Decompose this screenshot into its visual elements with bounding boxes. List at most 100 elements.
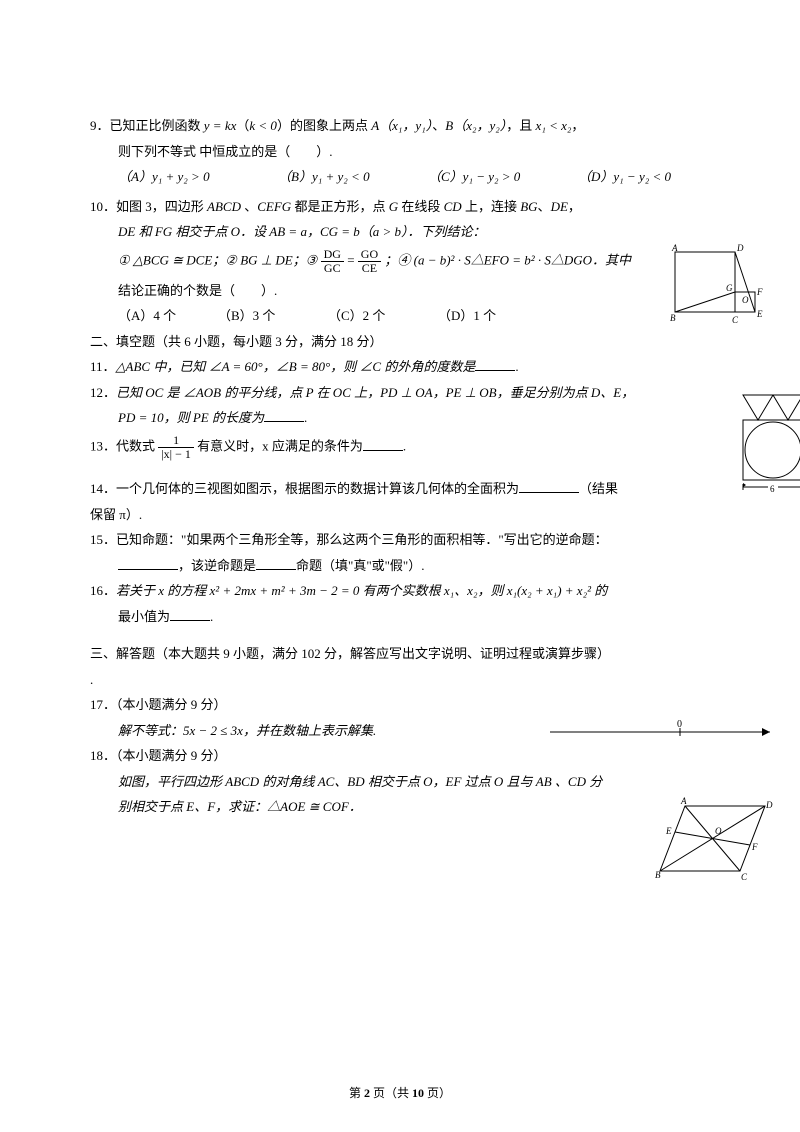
q10-opt-c: （C）2 个: [328, 306, 438, 326]
question-11: 11．△ABC 中，已知 ∠A = 60°，∠B = 80°，则 ∠C 的外角的…: [90, 357, 720, 377]
fig-O: O: [742, 295, 749, 305]
q10-fr1d: GC: [321, 262, 344, 275]
question-17: 17．（本小题满分 9 分） 解不等式：5x − 2 ≤ 3x，并在数轴上表示解…: [90, 695, 720, 740]
q18-l1: 如图，平行四边形 ABCD 的对角线 AC、BD 相交于点 O，EF 过点 O …: [118, 774, 602, 789]
q18-line1: 18．（本小题满分 9 分）: [90, 746, 720, 766]
q10-bg: BG: [520, 199, 537, 214]
q9-opt-a: （A）y₁ + y₂ > 0: [118, 167, 278, 187]
q9-ptB: B（x₂，y₂）: [445, 118, 506, 133]
q10-l3-2: ；④ (a − b)² · S△EFO = b² · S△DGO．其中: [384, 252, 631, 267]
q10-line1: 10．如图 3，四边形 ABCD 、CEFG 都是正方形，点 G 在线段 CD …: [90, 197, 720, 217]
q9-ptA: A（x₁，y₁）: [371, 118, 432, 133]
q16-line1: 16．若关于 x 的方程 x² + 2mx + m² + 3m − 2 = 0 …: [90, 581, 720, 601]
q18-h: （本小题满分 9 分）: [116, 748, 227, 763]
question-10: 10．如图 3，四边形 ABCD 、CEFG 都是正方形，点 G 在线段 CD …: [90, 197, 720, 326]
q10-frac2: GOCE: [358, 248, 381, 275]
q11-line: 11．△ABC 中，已知 ∠A = 60°，∠B = 80°，则 ∠C 的外角的…: [90, 357, 720, 377]
q10-cd: CD: [444, 199, 462, 214]
q13-t1: 代数式: [116, 439, 158, 454]
q10-l1b: 、: [241, 199, 257, 214]
q11-num: 11．: [90, 359, 116, 374]
q9-options: （A）y₁ + y₂ > 0 （B）y₁ + y₂ < 0 （C）y₁ − y₂…: [118, 167, 720, 187]
q10-opt-d: （D）1 个: [438, 306, 538, 326]
q15-line2: ，该逆命题是命题（填"真"或"假"）.: [90, 556, 720, 576]
q9-opt-d: （D）y₁ − y₂ < 0: [578, 167, 718, 187]
q9-eq3: x₁ < x₂: [536, 118, 572, 133]
q17-h: （本小题满分 9 分）: [116, 697, 227, 712]
fig-E: E: [756, 309, 763, 319]
q9-t3: ）的图象上两点: [277, 118, 371, 133]
fig-G: G: [726, 283, 733, 293]
q18-l2: 别相交于点 E、F，求证：△AOE ≅ COF．: [118, 799, 362, 814]
q12-num: 12．: [90, 385, 116, 400]
q13-n: 1: [158, 434, 194, 448]
q9-eq2: k < 0: [249, 118, 277, 133]
q18-figure: A D B C E F O: [655, 796, 775, 892]
q10-fr1n: DG: [321, 248, 344, 262]
q18-C: C: [741, 872, 748, 882]
q13-frac: 1|x| − 1: [158, 434, 194, 461]
q9-opt-c-text: （C）y₁ − y₂ > 0: [428, 169, 520, 184]
footer-e: 页）: [424, 1086, 451, 1100]
q11-end: .: [515, 359, 518, 374]
q10-eq: =: [347, 252, 358, 267]
page-footer: 第 2 页（共 10 页）: [0, 1084, 800, 1102]
q10-g: G: [389, 199, 398, 214]
q10-fr2n: GO: [358, 248, 381, 262]
q11-text: △ABC 中，已知 ∠A = 60°，∠B = 80°，则 ∠C 的外角的度数是: [116, 359, 476, 374]
q18-line3: 别相交于点 E、F，求证：△AOE ≅ COF．: [90, 797, 720, 817]
q9-line2: 则下列不等式 中恒成立的是（ ）.: [90, 142, 720, 162]
q17-line1: 17．（本小题满分 9 分）: [90, 695, 720, 715]
q16-num: 16．: [90, 583, 116, 598]
q10-abcd: ABCD: [207, 199, 241, 214]
section-3-header: 三、解答题（本大题共 9 小题，满分 102 分，解答应写出文字说明、证明过程或…: [90, 644, 720, 664]
q9-opt-a-text: （A）y₁ + y₂ > 0: [118, 169, 210, 184]
q15-l1: 已知命题："如果两个三角形全等，那么这两个三角形的面积相等．"写出它的逆命题：: [116, 532, 608, 547]
q13-d: |x| − 1: [158, 448, 194, 461]
q18-line2: 如图，平行四边形 ABCD 的对角线 AC、BD 相交于点 O，EF 过点 O …: [90, 772, 720, 792]
q9-t4: ，且: [506, 118, 535, 133]
question-15: 15．已知命题："如果两个三角形全等，那么这两个三角形的面积相等．"写出它的逆命…: [90, 530, 720, 575]
q15-blank1: [118, 557, 178, 570]
fig-C: C: [732, 315, 739, 325]
q10-l1a: 如图 3，四边形: [116, 199, 207, 214]
q16-blank: [170, 608, 210, 621]
q14-t2: （结果: [579, 481, 618, 496]
q9-opt-b-text: （B）y₁ + y₂ < 0: [278, 169, 370, 184]
q10-l1g: ，: [568, 199, 581, 214]
q9-opt-b: （B）y₁ + y₂ < 0: [278, 167, 428, 187]
q9-opt-d-text: （D）y₁ − y₂ < 0: [578, 169, 671, 184]
q17-num: 17．: [90, 697, 116, 712]
q9-num: 9．: [90, 118, 110, 133]
q15-l2b: 命题（填"真"或"假"）.: [296, 558, 424, 573]
q14-six: 6: [770, 484, 775, 494]
fig-F: F: [756, 287, 763, 297]
fig-A: A: [671, 243, 678, 253]
q15-num: 15．: [90, 532, 116, 547]
q17-svg: 0: [550, 717, 780, 747]
q18-D: D: [765, 800, 773, 810]
q18-F: F: [751, 842, 758, 852]
q10-l2-text: DE 和 FG 相交于点 O．设 AB = a，CG = b（a > b）．下列…: [118, 224, 486, 239]
q10-cefg: CEFG: [257, 199, 291, 214]
question-16: 16．若关于 x 的方程 x² + 2mx + m² + 3m − 2 = 0 …: [90, 581, 720, 626]
q12-line2: PD = 10，则 PE 的长度为.: [90, 408, 720, 428]
q14-figure: 4 6: [740, 392, 800, 508]
q10-opt-a: （A）4 个: [118, 306, 218, 326]
q9-sep: 、: [432, 118, 445, 133]
q10-figure: A D B C F E G O: [670, 247, 770, 333]
q10-l3-2t: ；④ (a − b)² · S△EFO = b² · S△DGO．其中: [384, 252, 631, 267]
q14-t: 一个几何体的三视图如图示，根据图示的数据计算该几何体的全面积为: [116, 481, 519, 496]
q18-O: O: [715, 826, 722, 836]
q12-l1: 已知 OC 是 ∠AOB 的平分线，点 P 在 OC 上，PD ⊥ OA，PE …: [116, 385, 634, 400]
q12-line1: 12．已知 OC 是 ∠AOB 的平分线，点 P 在 OC 上，PD ⊥ OA，…: [90, 383, 720, 403]
q10-l1f: 、: [538, 199, 551, 214]
q18-num: 18．: [90, 748, 116, 763]
q14-line2: 保留 π）.: [90, 505, 720, 525]
q10-de: DE: [551, 199, 568, 214]
footer-c: 页（共: [370, 1086, 412, 1100]
q18-svg: A D B C E F O: [655, 796, 775, 886]
q9-opt-c: （C）y₁ − y₂ > 0: [428, 167, 578, 187]
footer-a: 第: [349, 1086, 364, 1100]
q17-zero: 0: [677, 719, 682, 730]
